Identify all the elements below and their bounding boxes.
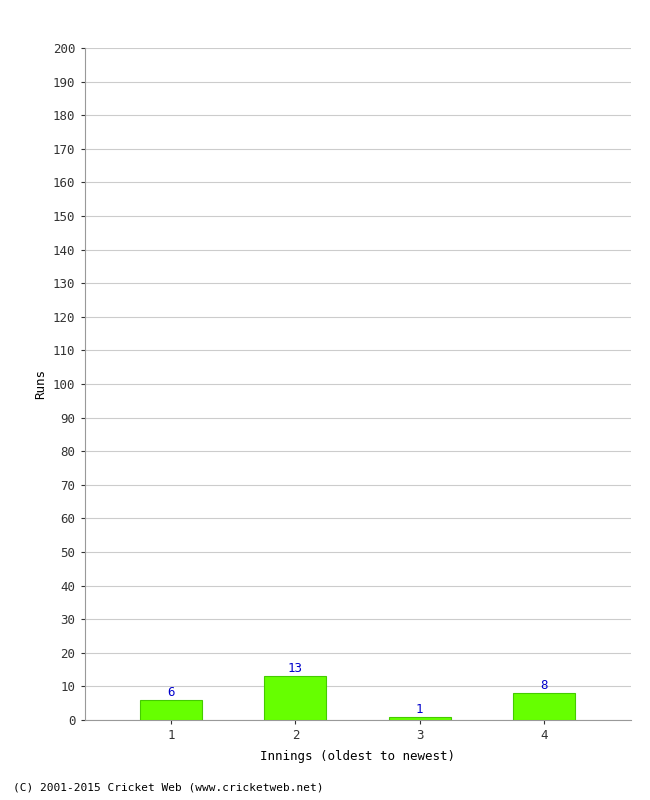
Text: 1: 1	[416, 702, 423, 716]
Bar	[140, 700, 202, 720]
Text: 6: 6	[168, 686, 175, 699]
Text: 13: 13	[288, 662, 303, 675]
Bar	[389, 717, 450, 720]
X-axis label: Innings (oldest to newest): Innings (oldest to newest)	[260, 750, 455, 763]
Y-axis label: Runs: Runs	[34, 369, 47, 399]
Bar	[513, 693, 575, 720]
Text: 8: 8	[540, 679, 547, 692]
Text: (C) 2001-2015 Cricket Web (www.cricketweb.net): (C) 2001-2015 Cricket Web (www.cricketwe…	[13, 782, 324, 792]
Bar	[265, 676, 326, 720]
